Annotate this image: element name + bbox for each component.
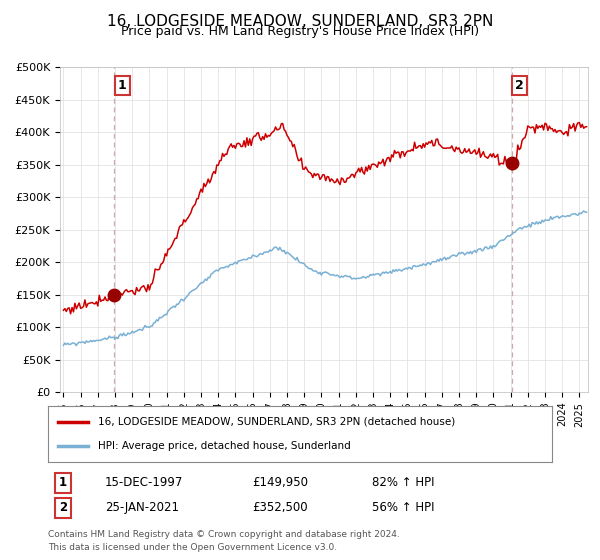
Text: 16, LODGESIDE MEADOW, SUNDERLAND, SR3 2PN (detached house): 16, LODGESIDE MEADOW, SUNDERLAND, SR3 2P… xyxy=(98,417,455,427)
Text: 2: 2 xyxy=(515,79,524,92)
Text: 1: 1 xyxy=(59,476,67,489)
Text: 15-DEC-1997: 15-DEC-1997 xyxy=(105,476,184,489)
Text: 56% ↑ HPI: 56% ↑ HPI xyxy=(372,501,434,515)
Text: HPI: Average price, detached house, Sunderland: HPI: Average price, detached house, Sund… xyxy=(98,441,351,451)
Text: 1: 1 xyxy=(118,79,127,92)
Text: 82% ↑ HPI: 82% ↑ HPI xyxy=(372,476,434,489)
Text: This data is licensed under the Open Government Licence v3.0.: This data is licensed under the Open Gov… xyxy=(48,543,337,552)
Text: 16, LODGESIDE MEADOW, SUNDERLAND, SR3 2PN: 16, LODGESIDE MEADOW, SUNDERLAND, SR3 2P… xyxy=(107,14,493,29)
Text: Contains HM Land Registry data © Crown copyright and database right 2024.: Contains HM Land Registry data © Crown c… xyxy=(48,530,400,539)
Text: £149,950: £149,950 xyxy=(252,476,308,489)
Text: 2: 2 xyxy=(59,501,67,515)
Text: £352,500: £352,500 xyxy=(252,501,308,515)
Text: 25-JAN-2021: 25-JAN-2021 xyxy=(105,501,179,515)
Text: Price paid vs. HM Land Registry's House Price Index (HPI): Price paid vs. HM Land Registry's House … xyxy=(121,25,479,38)
